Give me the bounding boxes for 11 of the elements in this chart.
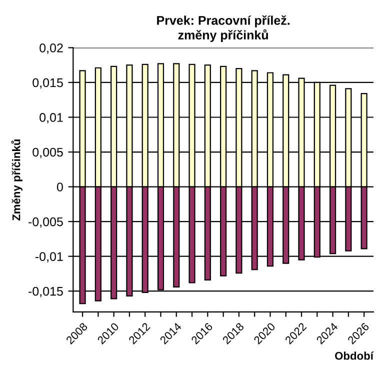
y-tick-label: -0,015	[28, 286, 63, 298]
chart-title: Prvek: Pracovní přílež. změny příčinků	[157, 15, 290, 42]
y-tick-label: 0,005	[32, 148, 63, 158]
y-tick-label: 0,015	[32, 78, 63, 89]
y-tick-label: 0	[56, 182, 63, 192]
y-tick-label: -0,01	[35, 252, 63, 262]
y-tick-label: -0,005	[28, 217, 63, 228]
x-axis-title: Období	[335, 352, 374, 360]
y-tick-label: 0,02	[40, 44, 63, 54]
y-axis-title: Změny příčinků	[11, 140, 22, 221]
y-tick-label: 0,01	[40, 113, 63, 124]
